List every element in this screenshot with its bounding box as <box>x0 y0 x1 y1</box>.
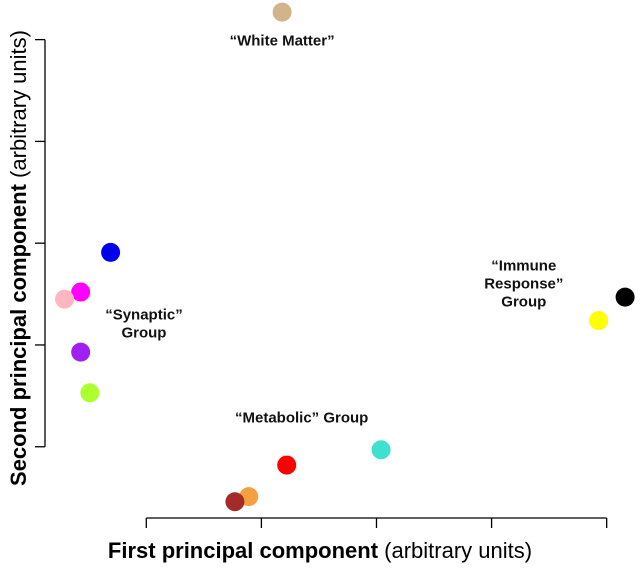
data-point-6 <box>615 287 635 307</box>
axes <box>35 38 608 528</box>
x-axis-label: First principal component (arbitrary uni… <box>0 538 640 564</box>
data-point-5 <box>80 383 100 403</box>
data-points <box>55 2 635 512</box>
annotation-2-line-0: “Metabolic” Group <box>235 409 368 426</box>
annotation-3: “Immune Response” Group <box>484 258 563 311</box>
y-axis-units: (arbitrary units) <box>6 30 31 178</box>
annotation-1-line-1: Group <box>121 325 166 342</box>
annotation-3-line-1: Response” <box>484 276 563 293</box>
annotation-0-line-0: “White Matter” <box>230 33 335 50</box>
annotation-1-line-0: “Synaptic” <box>105 307 183 324</box>
y-axis-label: Second principal component (arbitrary un… <box>6 30 32 486</box>
data-point-2 <box>71 282 91 302</box>
annotation-3-line-2: Group <box>501 294 546 311</box>
data-point-1 <box>101 242 121 262</box>
annotation-0: “White Matter” <box>230 33 335 50</box>
data-point-8 <box>371 440 391 460</box>
data-point-0 <box>272 2 292 22</box>
annotation-3-line-0: “Immune <box>491 258 556 275</box>
annotations: “White Matter”“Synaptic” Group“Metabolic”… <box>105 33 563 427</box>
data-point-4 <box>71 342 91 362</box>
x-axis-units: (arbitrary units) <box>384 538 533 563</box>
annotation-2: “Metabolic” Group <box>235 409 368 426</box>
data-point-7 <box>589 311 609 331</box>
data-point-9 <box>277 455 297 475</box>
x-axis-title: First principal component <box>107 538 379 563</box>
annotation-1: “Synaptic” Group <box>105 307 183 342</box>
data-point-3 <box>55 289 75 309</box>
data-point-11 <box>225 492 245 512</box>
y-axis-title: Second principal component <box>6 184 31 486</box>
